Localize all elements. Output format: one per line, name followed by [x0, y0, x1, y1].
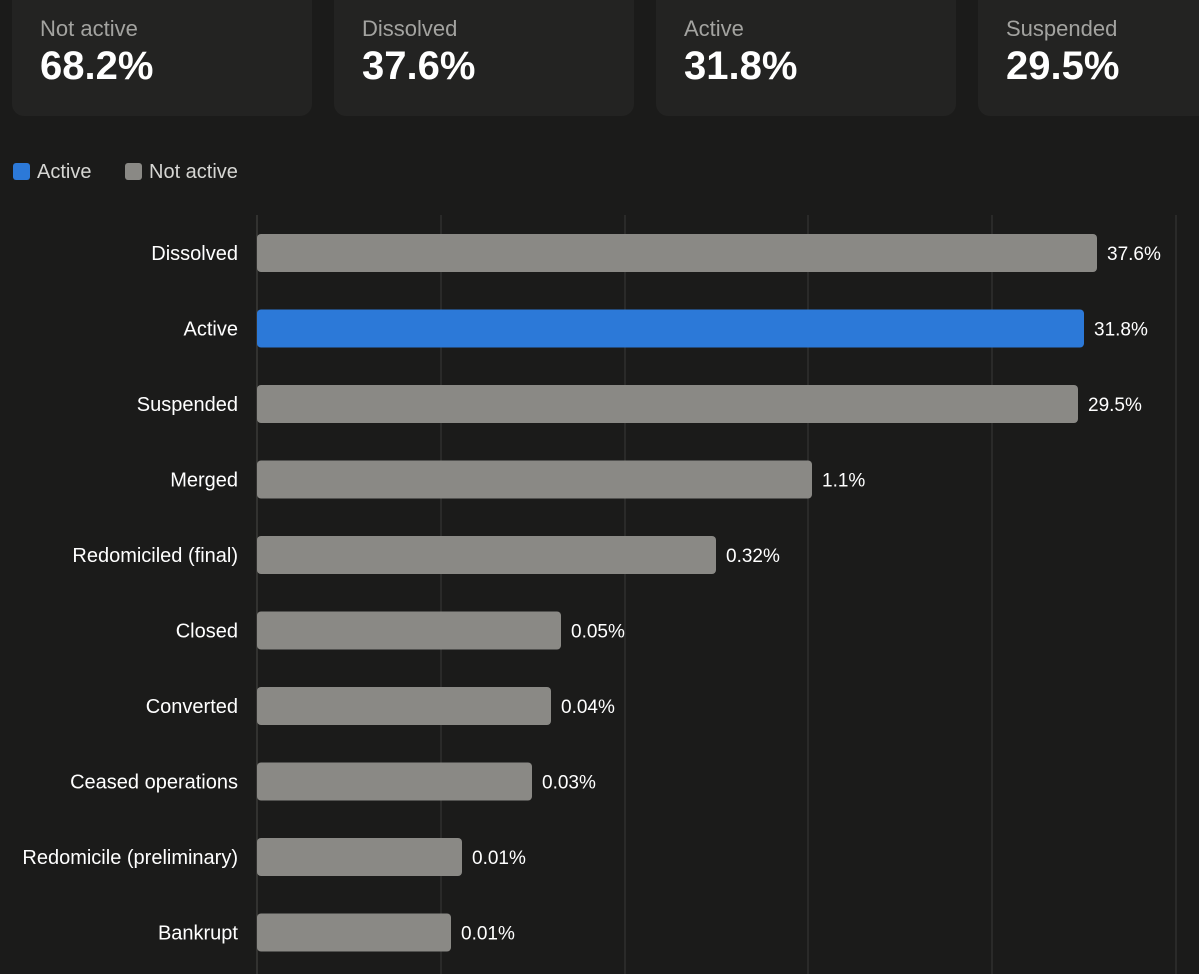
value-label: 0.05%	[571, 622, 625, 643]
legend-label: Active	[37, 161, 92, 183]
card-value: 68.2%	[40, 44, 154, 88]
category-label: Bankrupt	[158, 923, 238, 945]
bar-dissolved[interactable]	[257, 234, 1097, 272]
category-label: Active	[184, 319, 238, 341]
bar-suspended[interactable]	[257, 385, 1078, 423]
category-label: Ceased operations	[70, 772, 238, 794]
card-not-active: Not active 68.2%	[12, 0, 312, 116]
value-label: 0.01%	[472, 848, 526, 869]
legend-swatch-active	[13, 163, 30, 180]
card-active: Active 31.8%	[656, 0, 956, 116]
bar-active[interactable]	[257, 309, 1084, 348]
bar-ceased-operations[interactable]	[257, 762, 532, 801]
value-label: 29.5%	[1088, 395, 1142, 416]
card-label: Not active	[40, 16, 138, 41]
category-label: Merged	[170, 470, 238, 492]
value-label: 31.8%	[1094, 320, 1148, 341]
bar-closed[interactable]	[257, 611, 561, 650]
value-label: 1.1%	[822, 471, 865, 492]
card-value: 37.6%	[362, 44, 476, 88]
category-label: Dissolved	[151, 243, 238, 265]
legend-label: Not active	[149, 161, 238, 183]
category-label: Redomiciled (final)	[72, 545, 238, 567]
value-label: 0.32%	[726, 546, 780, 567]
value-label: 0.01%	[461, 924, 515, 945]
bar-redomiciled-final[interactable]	[257, 536, 716, 574]
bar-redomicile-preliminary[interactable]	[257, 838, 462, 876]
bar-bankrupt[interactable]	[257, 913, 451, 952]
bar-chart: Dissolved 37.6% Active 31.8% Suspended 29.5% M…	[22, 215, 1177, 974]
card-dissolved: Dissolved 37.6%	[334, 0, 634, 116]
bar-converted[interactable]	[257, 687, 551, 725]
card-label: Suspended	[1006, 16, 1118, 41]
card-suspended: Suspended 29.5%	[978, 0, 1199, 116]
bar-merged[interactable]	[257, 460, 812, 499]
category-label: Converted	[146, 696, 238, 718]
card-label: Dissolved	[362, 16, 458, 41]
value-label: 37.6%	[1107, 244, 1161, 265]
category-label: Suspended	[137, 394, 238, 416]
value-label: 0.03%	[542, 773, 596, 794]
value-label: 0.04%	[561, 697, 615, 718]
category-label: Closed	[176, 621, 238, 643]
card-label: Active	[684, 16, 744, 41]
card-value: 31.8%	[684, 44, 798, 88]
legend-swatch-not-active	[125, 163, 142, 180]
card-value: 29.5%	[1006, 44, 1120, 88]
category-label: Redomicile (preliminary)	[22, 847, 238, 869]
summary-cards: Not active 68.2% Dissolved 37.6% Active …	[0, 0, 1199, 118]
